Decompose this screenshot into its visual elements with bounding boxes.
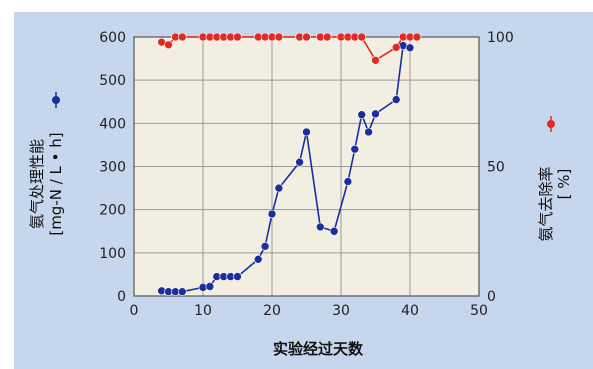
series-layer xyxy=(157,32,422,296)
series-0-point xyxy=(295,157,304,167)
right-axis-ticks: 0 50 100 xyxy=(487,30,514,305)
chart-panel: 0 100 200 300 400 500 600 0 50 100 0 10 20 30 40 50 氨… xyxy=(14,12,593,369)
gridlines xyxy=(134,37,479,296)
x-tick-label: 0 xyxy=(130,303,139,319)
left-axis-legend-marker xyxy=(52,92,60,108)
series-0-point xyxy=(371,109,380,119)
series-1-point xyxy=(178,32,187,42)
series-1-point xyxy=(371,56,380,65)
right-tick-label: 100 xyxy=(487,30,514,46)
series-0-point xyxy=(302,127,311,137)
series-1-point xyxy=(357,32,367,42)
x-axis-label: 实验经过天数 xyxy=(273,340,364,358)
left-axis-label-line1: 氨气处理性能 xyxy=(28,139,46,229)
series-0-point xyxy=(329,226,339,236)
series-1-point xyxy=(233,32,242,42)
series-0-point xyxy=(315,222,325,232)
x-tick-label: 10 xyxy=(194,303,212,319)
series-1-point xyxy=(302,32,311,42)
series-0-point xyxy=(364,127,373,137)
right-axis-label-line2: [ %] xyxy=(555,169,573,200)
series-0-point xyxy=(391,95,401,104)
left-axis-ticks: 0 100 200 300 400 500 600 xyxy=(99,30,126,305)
series-0-point xyxy=(178,287,187,296)
series-0-point xyxy=(267,209,277,219)
right-axis-legend-marker xyxy=(547,116,555,132)
series-1-point xyxy=(391,43,401,52)
x-tick-label: 20 xyxy=(263,303,281,319)
right-tick-label: 50 xyxy=(487,160,505,176)
series-0-point xyxy=(405,43,415,53)
series-0-point xyxy=(260,242,270,251)
left-tick-label: 0 xyxy=(117,289,126,305)
left-tick-label: 300 xyxy=(99,160,126,176)
series-0-point xyxy=(233,272,242,281)
left-tick-label: 100 xyxy=(99,246,126,262)
x-tick-label: 40 xyxy=(401,303,419,319)
series-0-point xyxy=(274,183,284,193)
left-tick-label: 600 xyxy=(99,30,126,46)
series-1-point xyxy=(412,32,422,42)
series-0-point xyxy=(253,255,263,264)
left-tick-label: 500 xyxy=(99,73,126,89)
x-tick-label: 30 xyxy=(332,303,350,319)
series-1-point xyxy=(322,32,332,42)
series-1-point xyxy=(274,32,284,42)
left-tick-label: 400 xyxy=(99,116,126,132)
series-0-point xyxy=(357,110,367,119)
right-axis-label-line1: 氨气去除率 xyxy=(537,166,555,241)
left-axis-label-line2: [mg-N / L • h] xyxy=(47,132,65,235)
series-1-point xyxy=(164,40,173,50)
right-tick-label: 0 xyxy=(487,289,496,305)
series-0-point xyxy=(343,177,353,186)
x-axis-ticks: 0 10 20 30 40 50 xyxy=(130,303,488,319)
left-tick-label: 200 xyxy=(99,203,126,219)
series-0-point xyxy=(205,282,215,291)
x-tick-label: 50 xyxy=(470,303,488,319)
series-0-point xyxy=(350,144,360,154)
